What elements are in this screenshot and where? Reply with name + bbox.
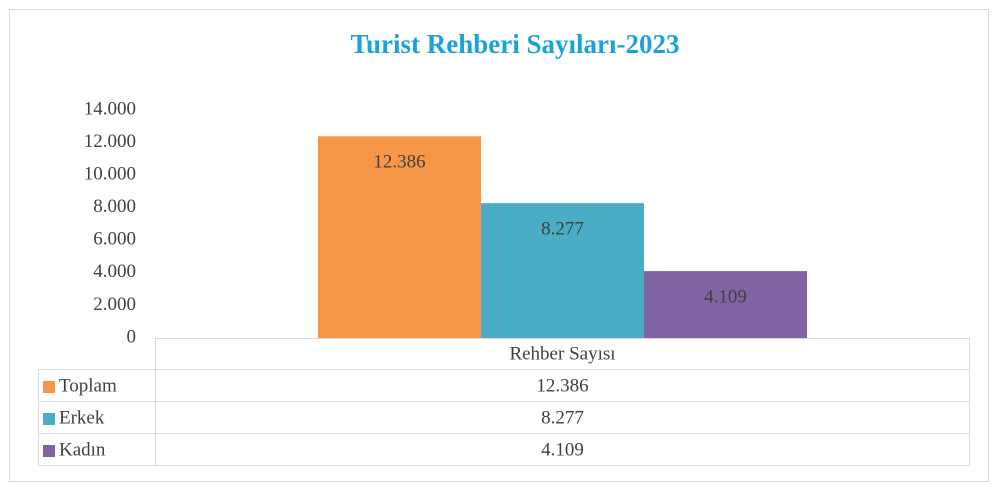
legend-label: Toplam — [59, 375, 117, 396]
table-value: 12.386 — [536, 375, 588, 396]
y-tick-label: 4.000 — [93, 261, 136, 282]
bar — [318, 136, 481, 338]
bar — [644, 271, 807, 338]
y-tick-label: 0 — [127, 326, 137, 347]
legend-label: Erkek — [59, 407, 105, 428]
table-value: 4.109 — [541, 439, 584, 460]
y-tick-label: 10.000 — [84, 164, 136, 185]
data-label: 12.386 — [373, 152, 425, 173]
y-tick-label: 12.000 — [84, 131, 136, 152]
bar — [481, 203, 644, 338]
data-label: 4.109 — [704, 286, 747, 307]
y-tick-label: 14.000 — [84, 98, 136, 119]
legend-swatch — [43, 413, 55, 425]
chart-title: Turist Rehberi Sayıları-2023 — [350, 29, 679, 59]
legend-swatch — [43, 445, 55, 457]
legend-label: Kadın — [59, 439, 106, 460]
y-tick-label: 8.000 — [93, 196, 136, 217]
y-tick-label: 2.000 — [93, 294, 136, 315]
table-header: Rehber Sayısı — [509, 343, 615, 364]
y-tick-label: 6.000 — [93, 229, 136, 250]
data-label: 8.277 — [541, 219, 584, 240]
legend-swatch — [43, 381, 55, 393]
table-value: 8.277 — [541, 407, 584, 428]
